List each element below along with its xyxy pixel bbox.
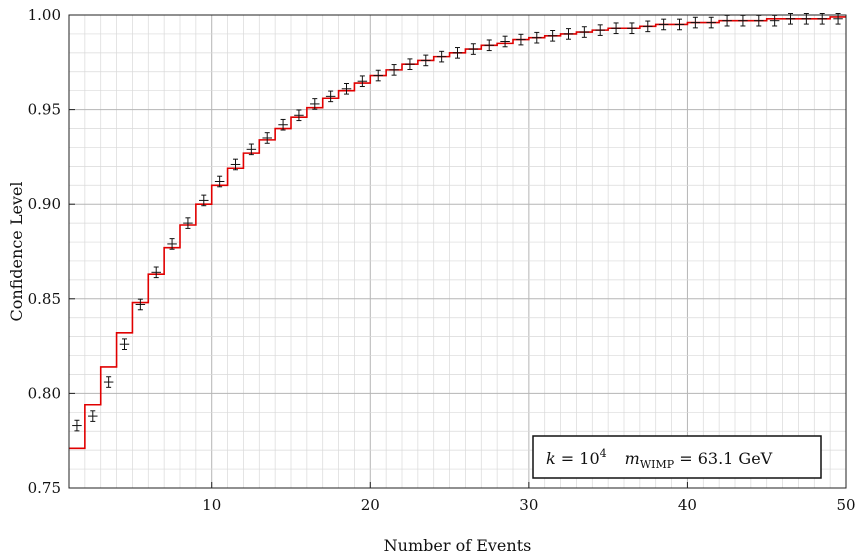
data-point bbox=[627, 22, 637, 35]
data-point bbox=[690, 16, 701, 29]
step-line bbox=[69, 16, 846, 450]
data-point bbox=[738, 14, 748, 27]
x-tick-label: 40 bbox=[678, 496, 697, 514]
grid bbox=[69, 15, 846, 488]
data-point bbox=[595, 24, 605, 36]
data-point bbox=[199, 194, 209, 207]
data-point bbox=[532, 31, 542, 44]
annotation-eq1: = 10 bbox=[556, 449, 600, 468]
x-axis-label: Number of Events bbox=[384, 536, 532, 555]
annotation-frame bbox=[532, 435, 822, 479]
annotation-k: k bbox=[546, 449, 556, 468]
data-point bbox=[151, 266, 161, 279]
x-tick-label: 10 bbox=[202, 496, 221, 514]
y-tick-label: 0.80 bbox=[28, 384, 61, 402]
data-point bbox=[563, 28, 574, 40]
annotation-text: k = 104 mWIMP = 63.1 GeV bbox=[546, 447, 773, 471]
data-point bbox=[436, 50, 447, 63]
data-point bbox=[500, 35, 510, 48]
data-point bbox=[88, 410, 98, 422]
data-point bbox=[294, 109, 304, 122]
data-point bbox=[468, 43, 479, 55]
data-point bbox=[754, 14, 764, 27]
data-point bbox=[230, 158, 241, 171]
x-tick-label: 50 bbox=[836, 496, 855, 514]
step-series bbox=[69, 16, 846, 450]
y-tick-label: 0.85 bbox=[28, 290, 61, 308]
data-point bbox=[310, 98, 320, 110]
data-point bbox=[516, 33, 526, 46]
data-point bbox=[722, 14, 732, 27]
data-point bbox=[278, 118, 288, 131]
data-point bbox=[421, 54, 431, 67]
data-point bbox=[452, 47, 463, 59]
annotation-box: k = 104 mWIMP = 63.1 GeV bbox=[532, 435, 822, 479]
data-point bbox=[611, 22, 621, 35]
data-point bbox=[643, 20, 653, 33]
data-point bbox=[405, 58, 415, 70]
data-point bbox=[484, 39, 494, 52]
data-point bbox=[674, 18, 685, 31]
annotation-eq2: = 63.1 GeV bbox=[674, 449, 773, 468]
data-point bbox=[119, 338, 130, 351]
x-tick-label: 30 bbox=[519, 496, 538, 514]
data-point bbox=[72, 419, 82, 432]
errorbar-series bbox=[72, 12, 843, 432]
y-tick-label: 1.00 bbox=[28, 6, 61, 24]
annotation-m-sub: WIMP bbox=[640, 458, 675, 471]
data-point bbox=[769, 14, 780, 27]
data-point bbox=[103, 376, 114, 388]
data-point bbox=[167, 238, 177, 250]
data-point bbox=[579, 26, 590, 38]
data-point bbox=[341, 82, 352, 95]
plot-frame bbox=[68, 14, 847, 489]
data-point bbox=[262, 132, 272, 144]
data-point bbox=[325, 90, 336, 103]
data-point bbox=[214, 175, 225, 188]
data-point bbox=[246, 143, 257, 156]
y-tick-label: 0.90 bbox=[28, 195, 61, 213]
data-point bbox=[658, 18, 669, 31]
data-point bbox=[706, 16, 716, 29]
data-point bbox=[373, 69, 383, 82]
data-point bbox=[135, 298, 146, 311]
data-point bbox=[389, 64, 399, 76]
y-axis-label: Confidence Level bbox=[7, 181, 26, 321]
y-tick-label: 0.75 bbox=[28, 479, 61, 497]
data-point bbox=[357, 75, 368, 88]
axis-ticks: 10 20 30 40 50 0.75 0.80 0.85 0.90 0.95 1.00 bbox=[28, 6, 856, 514]
annotation-exp: 4 bbox=[600, 447, 607, 460]
y-tick-label: 0.95 bbox=[28, 101, 61, 119]
data-point bbox=[547, 30, 558, 42]
annotation-m: m bbox=[625, 449, 640, 468]
data-point bbox=[183, 217, 193, 229]
x-tick-label: 20 bbox=[361, 496, 380, 514]
